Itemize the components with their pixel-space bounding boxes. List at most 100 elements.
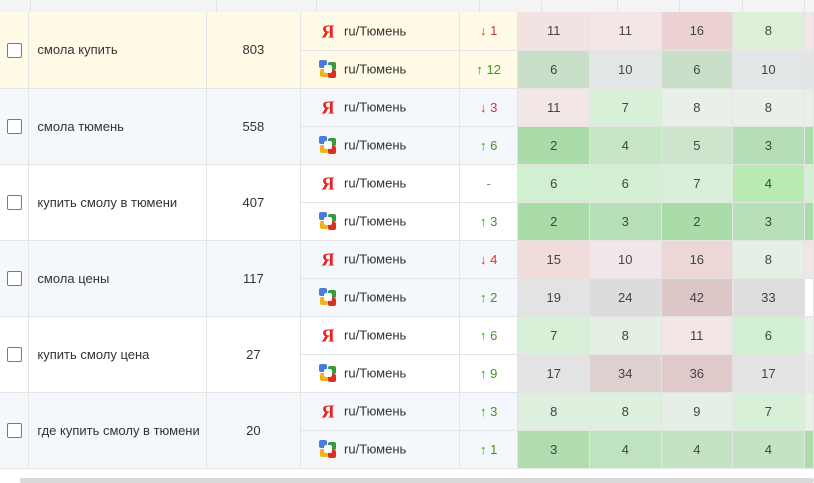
position-cell: 6: [661, 50, 734, 89]
change-value: 3: [490, 99, 498, 115]
svg-text:Я: Я: [322, 174, 335, 194]
region-label: ru/Тюмень: [344, 403, 407, 419]
header-col-volume: [216, 0, 317, 12]
engine-cell: Я ru/Тюмень: [300, 392, 460, 431]
position-cell: 6: [589, 164, 662, 203]
svg-text:Я: Я: [322, 21, 335, 41]
position-change-cell: -: [459, 164, 519, 203]
region-label: ru/Тюмень: [344, 289, 407, 305]
position-cell-partial: [804, 430, 814, 469]
position-cell: 8: [589, 392, 662, 431]
position-cell: 11: [589, 12, 662, 51]
position-cell: 8: [517, 392, 590, 431]
keyword-cell[interactable]: смола тюмень: [28, 88, 207, 165]
engine-cell: ru/Тюмень: [300, 202, 460, 241]
table-row[interactable]: где купить смолу в тюмени 20 Я ru/Тюмень …: [0, 392, 814, 469]
row-checkbox[interactable]: [6, 119, 22, 135]
svg-text:Я: Я: [322, 98, 335, 118]
position-cell: 7: [589, 88, 662, 127]
header-col-date-3: [679, 0, 743, 12]
position-change-cell: ↓ 4: [459, 240, 519, 279]
position-cell: 4: [732, 164, 805, 203]
engine-cell: ru/Тюмень: [300, 126, 460, 165]
engine-cell: Я ru/Тюмень: [300, 316, 460, 355]
keyword-cell[interactable]: смола цены: [28, 240, 207, 317]
region-label: ru/Тюмень: [344, 213, 407, 229]
position-cell: 6: [517, 164, 590, 203]
position-cell: 4: [589, 430, 662, 469]
region-label: ru/Тюмень: [344, 61, 407, 77]
change-arrow-icon: ↑: [479, 289, 487, 305]
change-arrow-icon: ↑: [479, 213, 487, 229]
position-cell: 3: [732, 202, 805, 241]
position-cell: 17: [732, 354, 805, 393]
position-cell: 17: [517, 354, 590, 393]
table-row[interactable]: ru/Тюмень ↑ 12 6 10 6 10: [0, 50, 814, 89]
position-change-cell: ↑ 9: [459, 354, 519, 393]
table-row[interactable]: ru/Тюмень ↑ 2 19 24 42 33: [0, 278, 814, 317]
region-label: ru/Тюмень: [344, 327, 407, 343]
position-cell: 4: [589, 126, 662, 165]
google-icon: [318, 439, 338, 459]
change-arrow-icon: ↓: [479, 251, 487, 267]
position-cell: 11: [517, 12, 590, 51]
keyword-cell[interactable]: смола купить: [28, 12, 207, 89]
table-row[interactable]: купить смолу цена 27 Я ru/Тюмень ↑ 6 7 8 11 6: [0, 316, 814, 393]
position-cell: 2: [517, 126, 590, 165]
position-change-cell: ↓ 3: [459, 88, 519, 127]
change-arrow-icon: ↑: [479, 137, 487, 153]
table-row[interactable]: смола купить 803 Я ru/Тюмень ↓ 1 11 11 16 8: [0, 12, 814, 89]
row-checkbox[interactable]: [6, 42, 22, 58]
table-body: смола купить 803 Я ru/Тюмень ↓ 1 11 11 16 8 r…: [0, 12, 814, 469]
position-cell-partial: [804, 392, 814, 431]
row-checkbox[interactable]: [6, 347, 22, 363]
row-checkbox[interactable]: [6, 423, 22, 439]
table-row[interactable]: смола цены 117 Я ru/Тюмень ↓ 4 15 10 16 8: [0, 240, 814, 317]
position-cell: 24: [589, 278, 662, 317]
region-label: ru/Тюмень: [344, 99, 407, 115]
position-cell: 2: [661, 202, 734, 241]
search-volume-cell: 558: [206, 88, 302, 165]
header-col-change: [479, 0, 542, 12]
change-value: 4: [490, 251, 498, 267]
change-value: 6: [490, 137, 498, 153]
table-row[interactable]: смола тюмень 558 Я ru/Тюмень ↓ 3 11 7 8 8: [0, 88, 814, 165]
position-cell: 36: [661, 354, 734, 393]
keyword-cell[interactable]: где купить смолу в тюмени: [28, 392, 207, 469]
position-cell: 5: [661, 126, 734, 165]
header-col-date-1: [541, 0, 618, 12]
position-cell: 8: [661, 88, 734, 127]
keyword-cell[interactable]: купить смолу цена: [28, 316, 207, 393]
header-col-keyword: [30, 0, 217, 12]
change-value: 2: [490, 289, 498, 305]
position-cell: 2: [517, 202, 590, 241]
horizontal-scrollbar[interactable]: [20, 478, 814, 483]
header-col-checkbox: [0, 0, 31, 12]
engine-cell: ru/Тюмень: [300, 50, 460, 89]
position-cell: 34: [589, 354, 662, 393]
position-cell-partial: [804, 202, 814, 241]
position-cell: 10: [589, 50, 662, 89]
keyword-cell[interactable]: купить смолу в тюмени: [28, 164, 207, 241]
change-arrow-icon: ↓: [479, 99, 487, 115]
change-value: 12: [486, 61, 501, 77]
position-cell: 11: [517, 88, 590, 127]
row-checkbox[interactable]: [6, 195, 22, 211]
search-volume-cell: 407: [206, 164, 302, 241]
position-change-cell: ↑ 1: [459, 430, 519, 469]
change-value: 1: [490, 23, 498, 39]
region-label: ru/Тюмень: [344, 251, 407, 267]
table-row[interactable]: ru/Тюмень ↑ 9 17 34 36 17: [0, 354, 814, 393]
position-change-cell: ↑ 12: [459, 50, 519, 89]
yandex-icon: Я: [318, 97, 338, 118]
search-volume-cell: 117: [206, 240, 302, 317]
google-icon: [318, 135, 338, 155]
row-select-cell: [0, 240, 30, 317]
svg-text:Я: Я: [322, 402, 335, 422]
row-checkbox[interactable]: [6, 271, 22, 287]
row-select-cell: [0, 88, 30, 165]
